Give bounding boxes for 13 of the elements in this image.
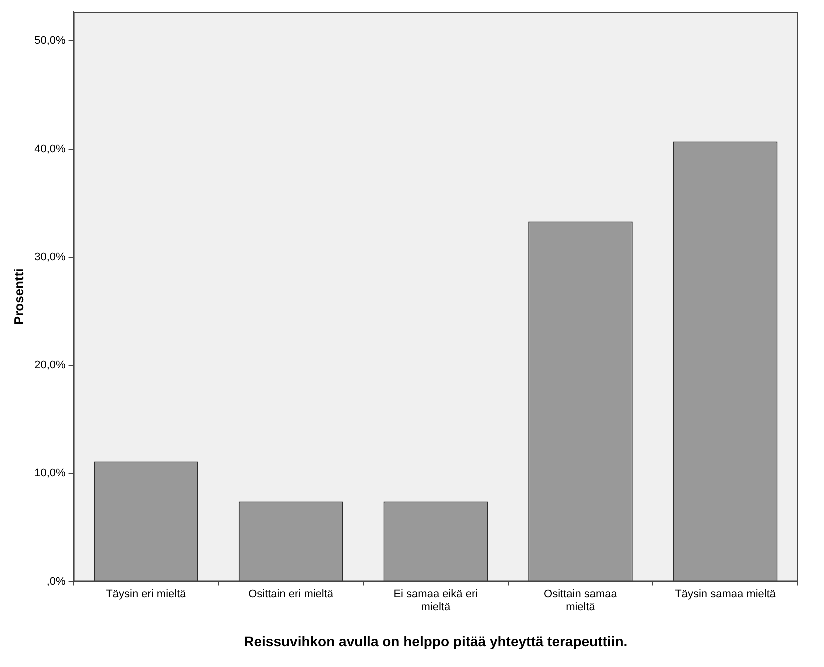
x-tick-label: Osittain samaa mieltä (544, 588, 618, 614)
y-tick-label: 20,0% (34, 360, 66, 372)
x-tick-label: Osittain eri mieltä (248, 588, 334, 600)
y-axis-title: Prosentti (11, 268, 26, 326)
y-tick-label: 30,0% (34, 251, 66, 264)
y-tick-label: 40,0% (34, 143, 66, 156)
x-tick-label: Täysin eri mieltä (106, 588, 188, 600)
x-tick-label: Ei samaa eikä eri mieltä (394, 588, 478, 614)
x-axis-title: Reissuvihkon avulla on helppo pitää yhteyttä terapeuttiin. (244, 633, 628, 650)
x-tick-label: Täysin samaa mieltä (675, 588, 777, 600)
y-tick-label: 50,0% (34, 35, 66, 48)
y-tick-label: ,0% (46, 576, 66, 588)
y-tick-label: 10,0% (34, 468, 66, 480)
